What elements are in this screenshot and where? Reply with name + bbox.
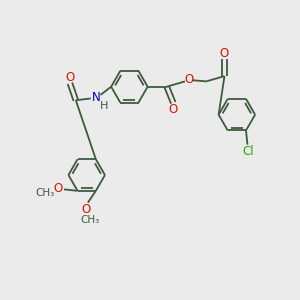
Text: CH₃: CH₃ bbox=[80, 215, 100, 225]
Text: N: N bbox=[92, 92, 100, 104]
Text: H: H bbox=[100, 101, 108, 111]
Text: O: O bbox=[184, 73, 194, 85]
Text: Cl: Cl bbox=[242, 145, 254, 158]
Text: O: O bbox=[82, 202, 91, 216]
Text: O: O bbox=[53, 182, 62, 195]
Text: O: O bbox=[65, 71, 74, 84]
Text: O: O bbox=[220, 46, 229, 60]
Text: O: O bbox=[169, 103, 178, 116]
Text: CH₃: CH₃ bbox=[36, 188, 55, 198]
